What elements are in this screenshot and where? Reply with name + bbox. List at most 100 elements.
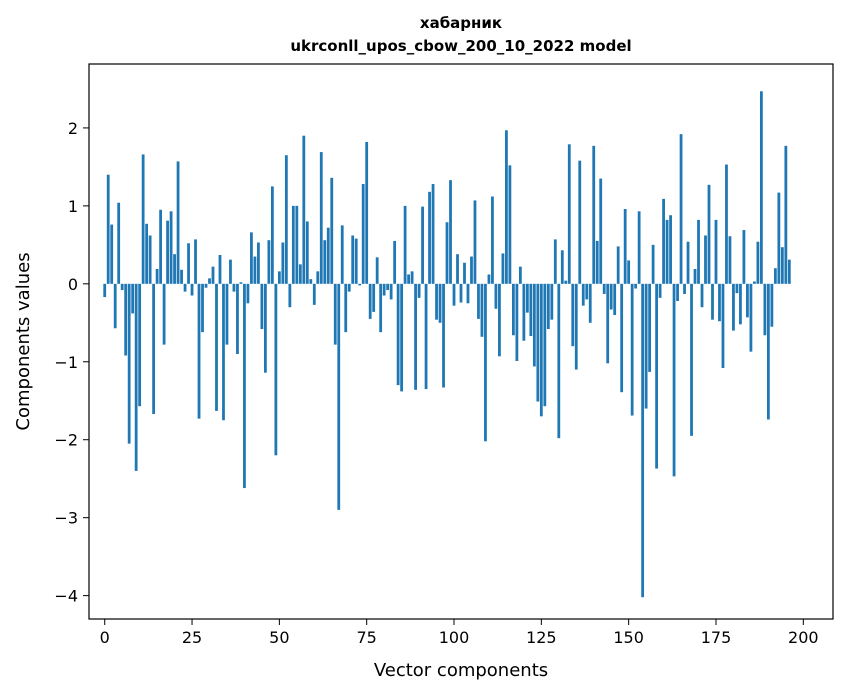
y-tick-label: −1: [54, 353, 78, 372]
bar-135: [574, 283, 578, 370]
bar-101: [456, 254, 459, 284]
bar-164: [676, 283, 679, 301]
bar-166: [683, 283, 686, 294]
bar-188: [760, 91, 763, 284]
bar-61: [316, 271, 320, 284]
bar-123: [532, 283, 536, 367]
bar-2: [110, 224, 114, 284]
bar-110: [487, 274, 491, 284]
bar-48: [270, 186, 274, 284]
bar-92: [424, 283, 428, 390]
y-tick-label: −3: [54, 509, 78, 528]
bar-114: [501, 253, 505, 284]
bar-37: [232, 283, 236, 292]
plot-frame: [88, 63, 834, 620]
bar-148: [620, 283, 624, 393]
bar-177: [721, 283, 725, 369]
bar-53: [288, 283, 292, 308]
bar-159: [658, 283, 662, 298]
bar-112: [494, 283, 498, 309]
bar-1: [106, 174, 110, 284]
bar-84: [396, 283, 400, 386]
bar-76: [368, 283, 372, 319]
bar-86: [403, 205, 407, 284]
bar-35: [225, 283, 229, 345]
bar-14: [152, 283, 156, 414]
bar-152: [634, 283, 638, 289]
bar-25: [190, 283, 194, 296]
bar-105: [470, 256, 473, 284]
bar-83: [393, 240, 397, 284]
bar-129: [553, 239, 557, 284]
bars-group: [103, 91, 791, 598]
bar-158: [655, 283, 658, 469]
bar-130: [557, 283, 561, 439]
bar-88: [410, 271, 414, 284]
bar-60: [312, 283, 316, 305]
bar-87: [407, 274, 410, 284]
bar-20: [173, 254, 176, 284]
bar-117: [512, 283, 515, 336]
bar-100: [452, 283, 456, 306]
bar-0: [103, 283, 107, 298]
bar-96: [438, 283, 442, 323]
bar-66: [333, 283, 337, 345]
bar-145: [609, 283, 613, 310]
bar-146: [613, 283, 617, 315]
bar-174: [711, 283, 714, 320]
bar-78: [375, 257, 379, 284]
bar-183: [742, 230, 746, 284]
bar-193: [777, 192, 781, 284]
bar-21: [176, 161, 180, 284]
bar-153: [637, 211, 641, 284]
bar-81: [386, 283, 390, 291]
bar-151: [630, 283, 634, 416]
x-axis-ticks: 0 25 50 75 100 125 150 175 200: [100, 619, 819, 647]
bar-16: [159, 209, 162, 284]
bar-136: [578, 160, 582, 284]
bar-30: [208, 278, 211, 284]
bar-59: [309, 279, 313, 284]
bar-98: [445, 222, 449, 284]
bar-75: [365, 141, 369, 284]
x-tick-label: 200: [788, 628, 819, 647]
bar-93: [428, 191, 431, 284]
bar-90: [417, 283, 421, 298]
bar-111: [491, 196, 494, 284]
bar-127: [546, 283, 550, 330]
bar-49: [274, 283, 278, 456]
bar-55: [295, 205, 299, 284]
bar-12: [145, 223, 149, 284]
bar-106: [473, 200, 477, 284]
bar-173: [707, 184, 711, 284]
bar-9: [134, 283, 138, 471]
bar-172: [704, 235, 707, 284]
bar-34: [222, 283, 225, 421]
x-tick-label: 0: [100, 628, 110, 647]
bar-139: [588, 283, 592, 323]
bar-69: [344, 283, 348, 333]
bar-26: [194, 239, 197, 284]
bar-182: [739, 283, 742, 325]
bar-167: [686, 241, 690, 284]
bar-82: [389, 283, 393, 300]
bar-42: [250, 232, 253, 284]
bar-171: [700, 283, 704, 308]
bar-13: [148, 235, 152, 284]
bar-165: [679, 134, 683, 284]
bar-196: [787, 259, 791, 284]
bar-144: [606, 283, 610, 364]
bar-104: [466, 283, 470, 304]
bar-184: [746, 283, 749, 318]
bar-65: [330, 177, 334, 284]
bar-38: [236, 283, 239, 354]
bar-27: [197, 283, 201, 419]
bar-68: [340, 225, 344, 284]
bar-94: [431, 184, 435, 284]
bar-131: [560, 250, 564, 284]
bar-192: [773, 268, 777, 284]
bar-109: [484, 283, 487, 442]
bar-143: [602, 283, 606, 294]
bar-134: [571, 283, 575, 347]
y-tick-label: −2: [54, 431, 78, 450]
